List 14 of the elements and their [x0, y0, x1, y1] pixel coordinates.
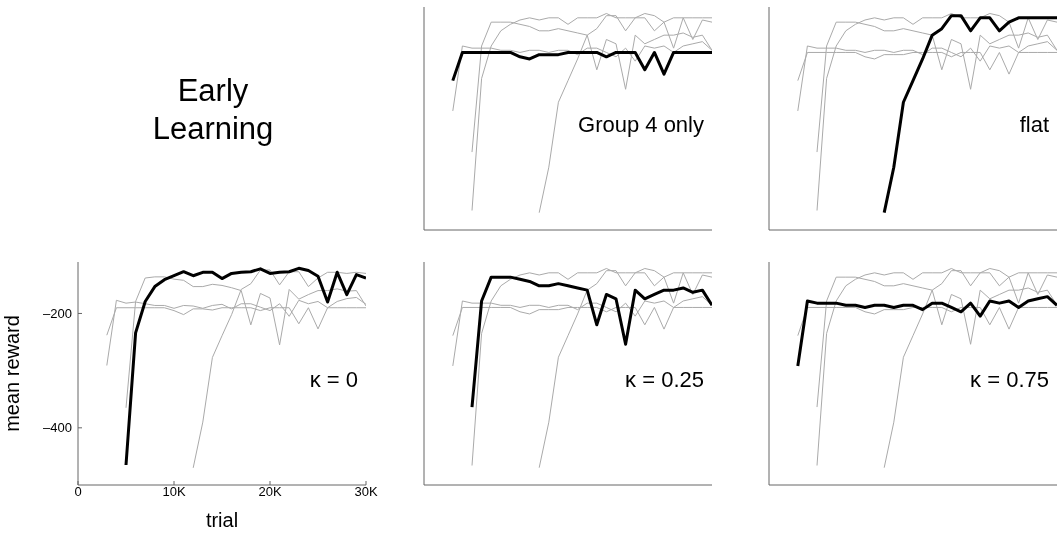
- annotation: flat: [1019, 111, 1049, 138]
- y-axis-title: mean reward: [1, 315, 24, 432]
- x-tick-label: 0: [74, 484, 82, 500]
- annotation: Group 4 only: [578, 111, 704, 138]
- text: Early Learning: [151, 72, 275, 148]
- y-tick-label: –400: [43, 420, 72, 436]
- annotation: κ = 0: [309, 366, 358, 393]
- annotation: κ = 0.75: [970, 366, 1049, 393]
- x-tick-label: 20K: [258, 484, 282, 500]
- annotation: κ = 0.25: [625, 366, 704, 393]
- x-tick-label: 30K: [354, 484, 378, 500]
- x-tick-label: 10K: [162, 484, 186, 500]
- x-axis-title: trial: [205, 509, 239, 531]
- y-tick-label: –200: [43, 306, 72, 322]
